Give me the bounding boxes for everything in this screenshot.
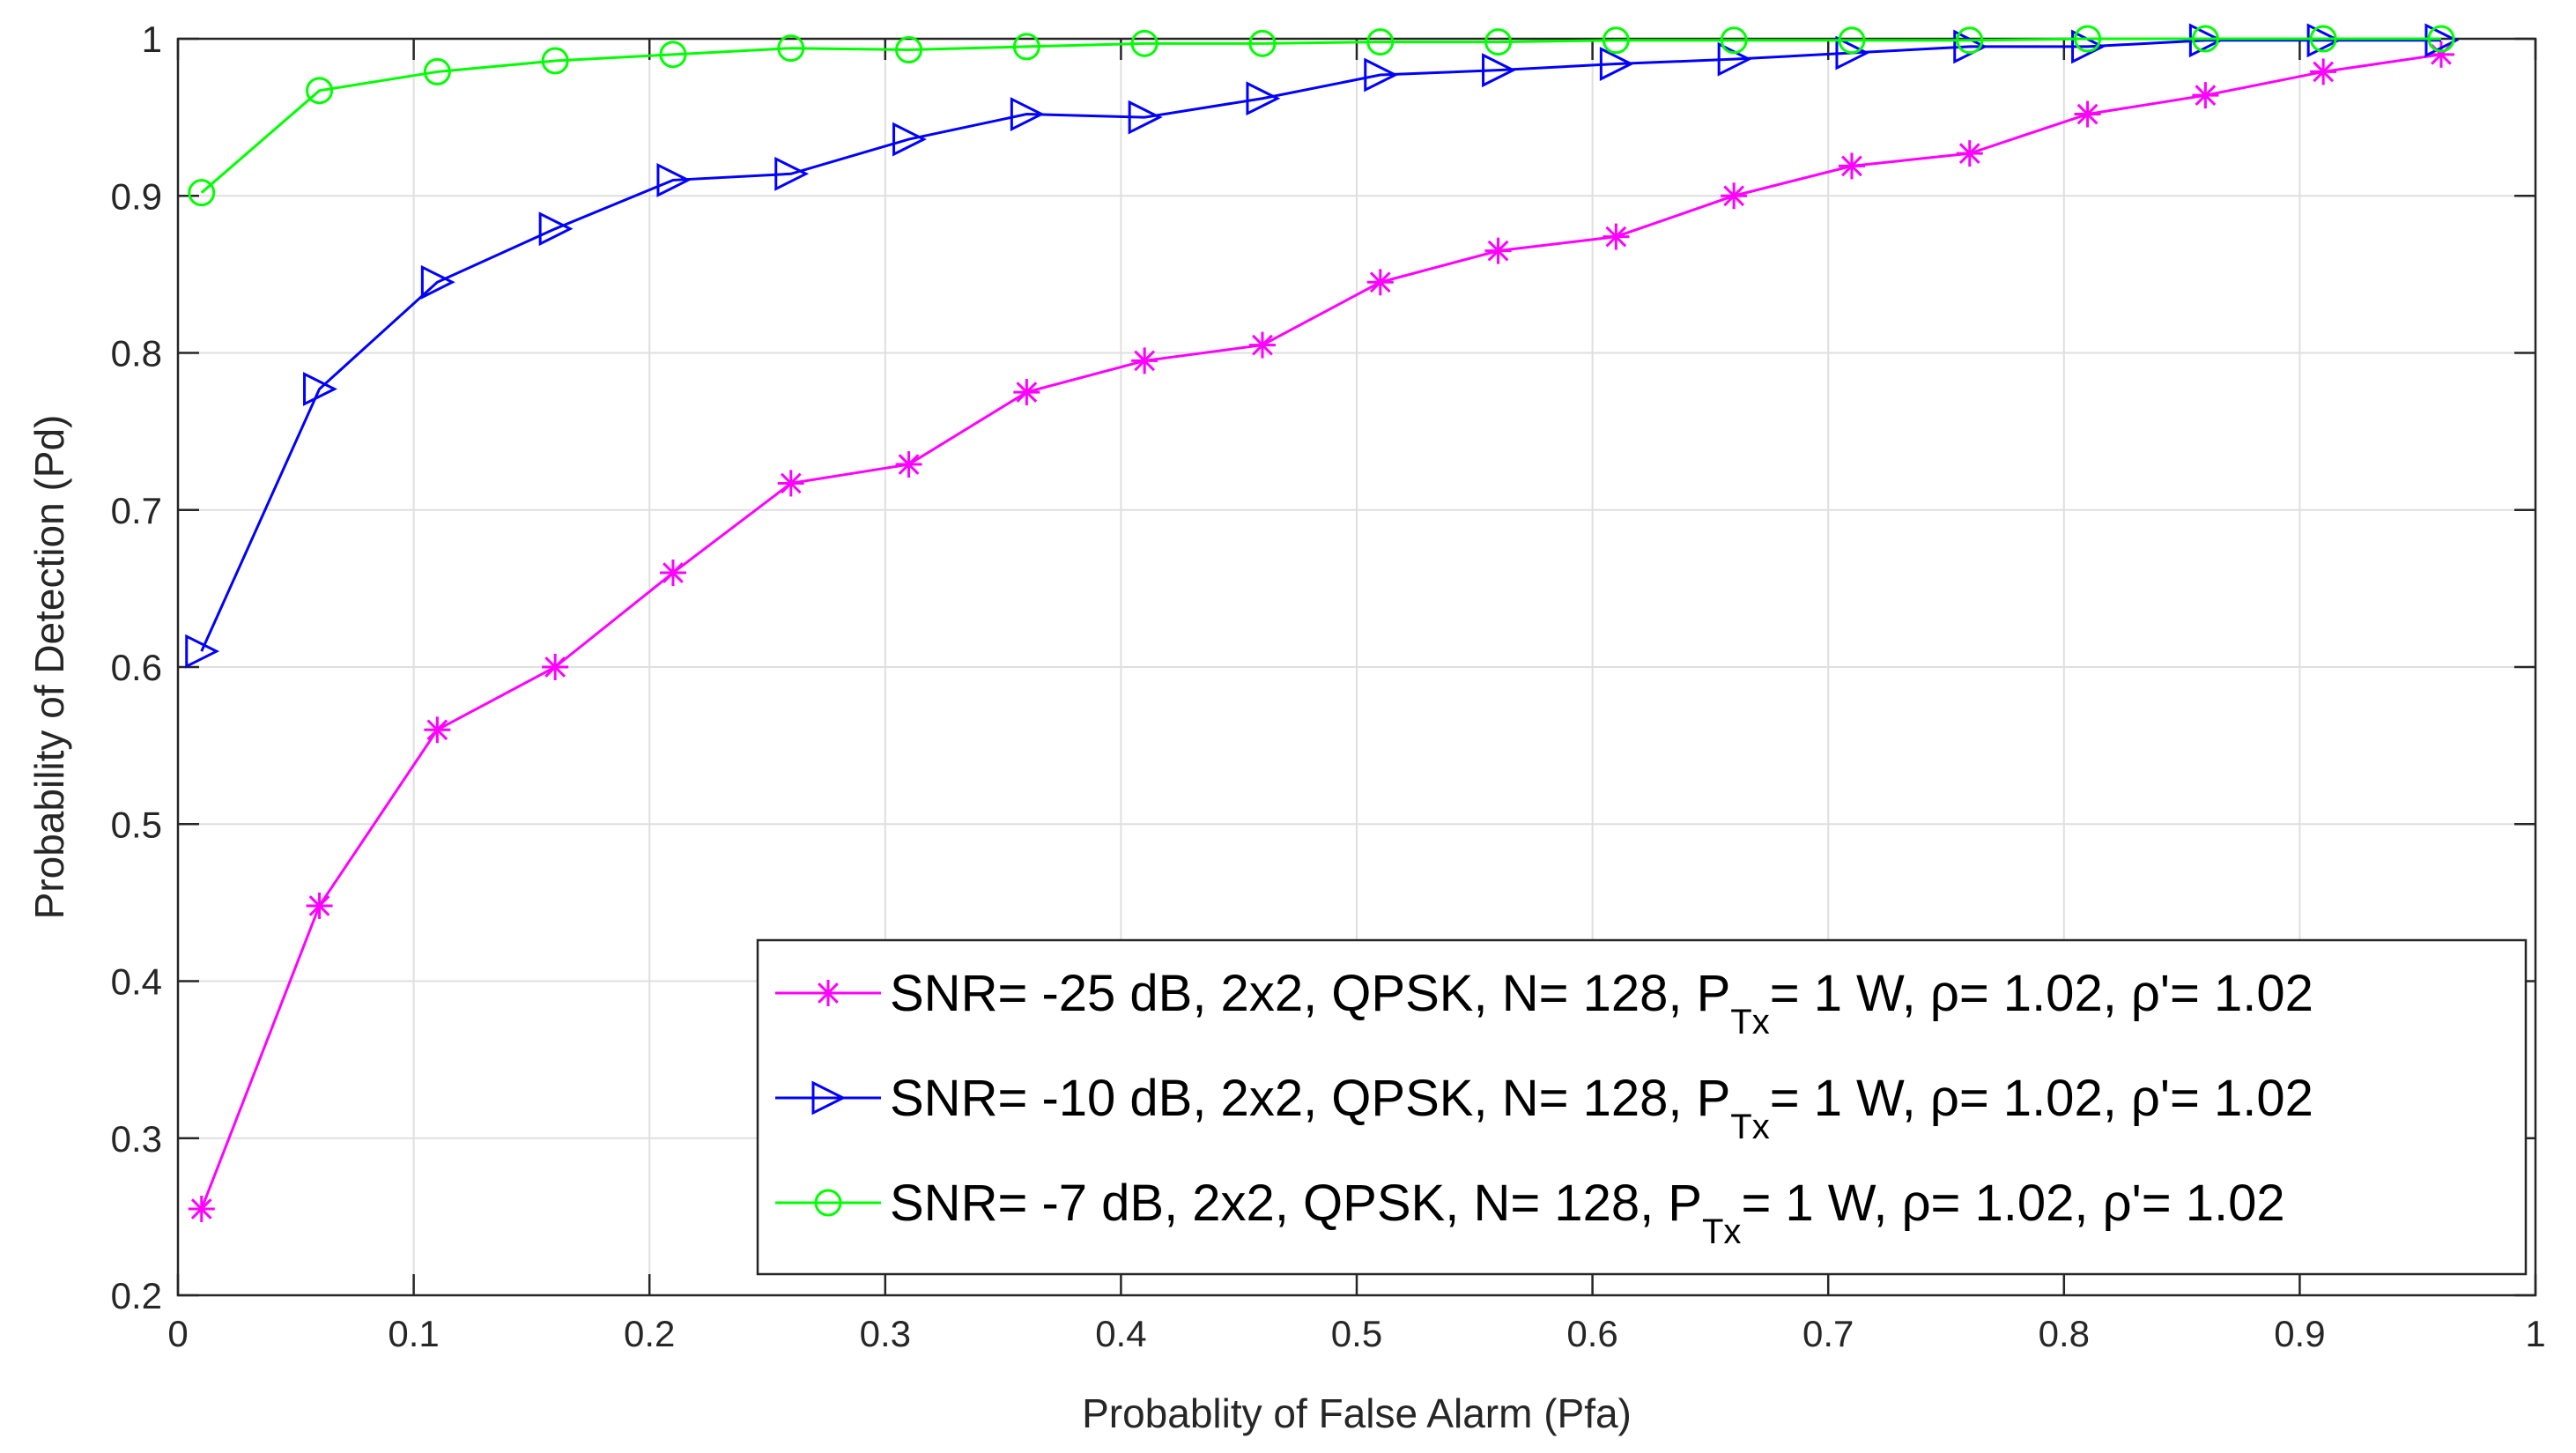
data-point (2424, 23, 2460, 58)
y-tick-label: 0.8 (111, 333, 162, 374)
data-point (188, 179, 216, 207)
data-point (1246, 81, 1281, 116)
data-point (303, 372, 337, 406)
data-point (895, 35, 923, 63)
y-tick-label: 0.5 (111, 804, 162, 845)
legend-label: SNR= -10 dB, 2x2, QPSK, N= 128, PTx= 1 W… (890, 1070, 2313, 1146)
data-point (1364, 57, 1399, 93)
data-point (2074, 25, 2102, 53)
x-tick-label: 1 (2525, 1313, 2545, 1354)
legend-marker (815, 980, 841, 1006)
data-point (659, 560, 686, 587)
data-point (1838, 152, 1865, 180)
data-point (1482, 53, 1516, 88)
legend-marker (814, 1189, 842, 1217)
data-point (1366, 269, 1394, 296)
y-tick-label: 0.7 (111, 490, 162, 531)
data-point (1484, 237, 1512, 264)
x-tick-label: 0.9 (2274, 1313, 2325, 1354)
data-point (542, 654, 569, 680)
data-point (188, 1195, 215, 1222)
data-series (185, 23, 2460, 1222)
data-point (1128, 100, 1163, 135)
legend-entry: SNR= -7 dB, 2x2, QPSK, N= 128, PTx= 1 W,… (775, 1175, 2285, 1251)
data-point (656, 162, 692, 197)
data-point (1012, 33, 1040, 61)
data-point (1835, 35, 1870, 70)
data-point (1956, 26, 1984, 55)
series-line (200, 37, 2441, 194)
series-snr-minus25 (188, 41, 2454, 1222)
x-tick-label: 0.3 (860, 1313, 911, 1354)
data-point (1838, 26, 1866, 55)
y-tick-label: 0.6 (111, 647, 162, 688)
x-tick-label: 0.6 (1566, 1313, 1617, 1354)
legend-label: SNR= -25 dB, 2x2, QPSK, N= 128, PTx= 1 W… (890, 965, 2313, 1042)
data-point (541, 47, 569, 75)
data-point (2309, 25, 2337, 53)
data-point (424, 716, 451, 744)
y-tick-label: 0.4 (111, 961, 162, 1003)
x-tick-label: 0 (167, 1313, 188, 1354)
y-tick-label: 0.2 (111, 1275, 162, 1316)
x-tick-label: 0.4 (1095, 1313, 1146, 1354)
data-point (2188, 23, 2224, 58)
legend-entry: SNR= -25 dB, 2x2, QPSK, N= 128, PTx= 1 W… (775, 965, 2313, 1042)
x-axis-title: Probablity of False Alarm (Pfa) (1082, 1390, 1632, 1436)
x-tick-label: 0.1 (388, 1313, 439, 1354)
data-point (1599, 47, 1634, 81)
data-point (659, 41, 687, 69)
data-point (1013, 379, 1040, 406)
data-point (1010, 97, 1045, 131)
legend-marker (811, 1080, 847, 1116)
data-point (1248, 331, 1276, 359)
data-point (1130, 29, 1158, 57)
data-point (2310, 58, 2337, 85)
y-tick-label: 0.9 (111, 175, 162, 217)
x-tick-label: 0.7 (1802, 1313, 1854, 1354)
data-point (2427, 25, 2455, 53)
data-point (2306, 23, 2342, 58)
data-point (1603, 223, 1630, 250)
data-point (1248, 29, 1277, 57)
series-snr-minus7 (188, 25, 2455, 207)
data-point (1131, 347, 1158, 374)
data-point (1720, 26, 1748, 55)
data-point (777, 34, 805, 63)
data-point (1602, 26, 1630, 55)
data-point (2074, 100, 2101, 128)
data-point (306, 892, 333, 919)
data-point (420, 264, 455, 300)
x-tick-label: 0.5 (1331, 1313, 1382, 1354)
data-point (306, 77, 334, 105)
data-point (1721, 182, 1748, 210)
data-point (774, 156, 810, 191)
series-line (200, 39, 2441, 652)
y-axis-title: Probability of Detection (Pd) (26, 415, 72, 920)
data-point (1484, 28, 1513, 56)
legend: SNR= -25 dB, 2x2, QPSK, N= 128, PTx= 1 W… (756, 938, 2528, 1276)
x-tick-label: 0.8 (2039, 1313, 2090, 1354)
data-point (892, 122, 927, 157)
data-point (895, 451, 922, 478)
data-point (1956, 140, 1983, 167)
data-point (538, 211, 574, 247)
legend-entry: SNR= -10 dB, 2x2, QPSK, N= 128, PTx= 1 W… (775, 1070, 2313, 1146)
axes: 0 0.1 0.2 0.3 0.4 0.5 0.6 0.7 0.8 0.9 1 0.2 0.3 0.4 0.… (111, 19, 2546, 1354)
data-point (1366, 28, 1395, 56)
data-point (185, 634, 220, 669)
series-line (200, 53, 2442, 1210)
y-tick-label: 1 (142, 19, 162, 60)
legend-box (756, 938, 2528, 1276)
data-point (2191, 25, 2219, 53)
legend-label: SNR= -7 dB, 2x2, QPSK, N= 128, PTx= 1 W,… (890, 1175, 2285, 1251)
y-tick-label: 0.3 (111, 1118, 162, 1160)
x-tick-label: 0.2 (624, 1313, 675, 1354)
data-point (423, 57, 451, 85)
data-point (777, 470, 804, 497)
data-point (2192, 82, 2219, 109)
